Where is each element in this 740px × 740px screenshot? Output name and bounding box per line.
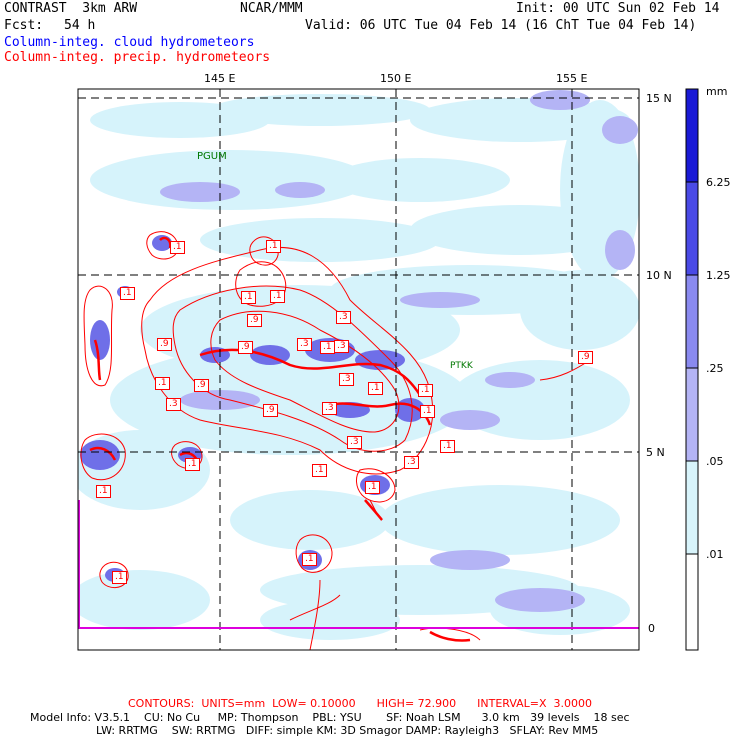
lon-label-145: 145 E bbox=[204, 72, 236, 85]
contour-label: .1 bbox=[320, 341, 335, 354]
contour-label: .1 bbox=[112, 571, 127, 584]
colorbar-level-1: 6.25 bbox=[706, 176, 731, 189]
contour-label: .9 bbox=[157, 338, 172, 351]
contour-label: .1 bbox=[270, 290, 285, 303]
contour-label: .1 bbox=[155, 377, 170, 390]
contour-label: .1 bbox=[302, 553, 317, 566]
contour-label: .1 bbox=[368, 382, 383, 395]
colorbar-level-5: .01 bbox=[706, 548, 724, 561]
contour-label: .1 bbox=[170, 241, 185, 254]
lon-label-150: 150 E bbox=[380, 72, 412, 85]
contour-label: .1 bbox=[420, 405, 435, 418]
lat-label-15n: 15 N bbox=[646, 92, 672, 105]
contour-label: .3 bbox=[334, 340, 349, 353]
model-title: CONTRAST 3km ARW bbox=[4, 1, 138, 16]
cloud-medium-shading bbox=[160, 90, 638, 612]
model-info-line1: Model Info: V3.5.1 CU: No Cu MP: Thompso… bbox=[30, 711, 630, 724]
map-frame bbox=[77, 88, 640, 651]
contour-label: .3 bbox=[297, 338, 312, 351]
lat-lon-grid bbox=[78, 89, 639, 650]
contour-label: .3 bbox=[166, 398, 181, 411]
field-precip-legend: Column-integ. precip. hydrometeors bbox=[4, 50, 271, 65]
contour-label: .1 bbox=[365, 481, 380, 494]
colorbar-segment-6 bbox=[685, 553, 699, 651]
colorbar-level-4: .05 bbox=[706, 455, 724, 468]
fcst-value: 54 h bbox=[64, 18, 96, 33]
contour-label: .9 bbox=[263, 404, 278, 417]
colorbar-unit: mm bbox=[706, 85, 728, 98]
contour-label: .1 bbox=[120, 287, 135, 300]
contour-label: .1 bbox=[241, 291, 256, 304]
colorbar-segment-3 bbox=[685, 274, 699, 369]
org-label: NCAR/MMM bbox=[240, 1, 303, 16]
contour-label: .1 bbox=[312, 464, 327, 477]
model-info-line2: LW: RRTMG SW: RRTMG DIFF: simple KM: 3D … bbox=[96, 724, 599, 737]
contour-label: .9 bbox=[238, 341, 253, 354]
contour-label: .1 bbox=[96, 485, 111, 498]
colorbar bbox=[685, 88, 699, 651]
colorbar-level-2: 1.25 bbox=[706, 269, 731, 282]
contour-label: .9 bbox=[194, 379, 209, 392]
lon-label-155: 155 E bbox=[556, 72, 588, 85]
contour-label: .1 bbox=[440, 440, 455, 453]
contour-label: .1 bbox=[185, 458, 200, 471]
colorbar-level-3: .25 bbox=[706, 362, 724, 375]
station-ptkk: PTKK bbox=[450, 361, 473, 371]
colorbar-segment-1 bbox=[685, 88, 699, 183]
lat-label-10n: 10 N bbox=[646, 269, 672, 282]
contour-label: .3 bbox=[322, 402, 337, 415]
field-cloud-legend: Column-integ. cloud hydrometeors bbox=[4, 35, 255, 50]
colorbar-segment-5 bbox=[685, 460, 699, 555]
contour-label: .3 bbox=[347, 436, 362, 449]
contour-label: .3 bbox=[336, 311, 351, 324]
colorbar-segment-2 bbox=[685, 181, 699, 276]
contour-label: .3 bbox=[404, 456, 419, 469]
fcst-label: Fcst: bbox=[4, 18, 44, 33]
init-time: Init: 00 UTC Sun 02 Feb 14 bbox=[516, 1, 720, 16]
contour-label: .1 bbox=[418, 384, 433, 397]
station-pgum: PGUM bbox=[197, 151, 227, 162]
valid-time: Valid: 06 UTC Tue 04 Feb 14 (16 ChT Tue … bbox=[305, 18, 697, 33]
lat-label-0: 0 bbox=[648, 622, 655, 635]
contour-label: .1 bbox=[266, 240, 281, 253]
contour-label: .3 bbox=[339, 373, 354, 386]
lat-label-5n: 5 N bbox=[646, 446, 665, 459]
contour-label: .9 bbox=[247, 314, 262, 327]
contour-info: CONTOURS: UNITS=mm LOW= 0.10000 HIGH= 72… bbox=[128, 697, 593, 710]
colorbar-segment-4 bbox=[685, 367, 699, 462]
contour-label: .9 bbox=[578, 351, 593, 364]
